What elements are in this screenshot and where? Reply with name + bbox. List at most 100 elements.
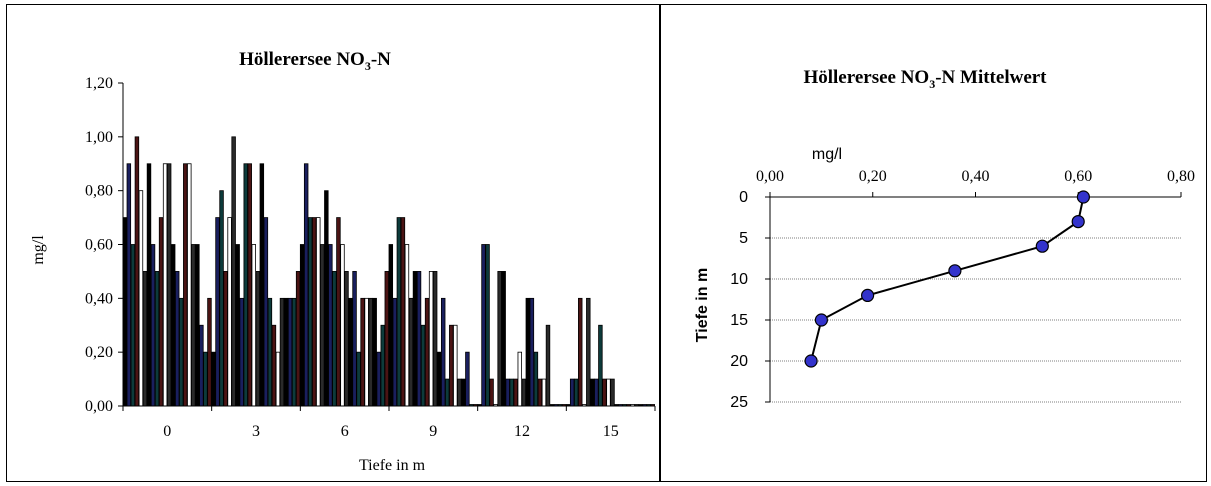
bar: [179, 297, 184, 407]
bar: [267, 297, 273, 407]
left-x-tick-label: 12: [514, 423, 530, 440]
bar: [138, 190, 144, 407]
bar: [219, 190, 224, 407]
bar: [158, 217, 164, 407]
right-y-tick-label: 10: [730, 271, 748, 288]
bar: [569, 378, 575, 407]
bar: [251, 244, 257, 407]
bar: [457, 378, 462, 407]
left-x-axis-label: Tiefe in m: [359, 457, 426, 474]
bar: [420, 324, 426, 407]
bar-chart: Höllerersee NO3-N mg/l Tiefe in m 0,000,…: [30, 49, 656, 474]
bar: [489, 378, 494, 407]
bar: [449, 324, 454, 407]
left-y-tick-label: 0,20: [85, 344, 113, 361]
bar: [203, 351, 208, 407]
bar: [445, 378, 450, 407]
bar: [396, 217, 402, 407]
right-x-tick-label: 0,00: [756, 168, 784, 185]
right-y-tick-label: 20: [730, 353, 748, 370]
bar: [162, 163, 168, 407]
bar: [598, 324, 603, 407]
bar: [578, 297, 583, 407]
bar: [316, 217, 321, 407]
line-plot-area: 0 5 10 15 20 25 0,00 0,20 0,40 0,60 0,80: [730, 168, 1195, 411]
bar: [529, 297, 535, 407]
bar: [195, 244, 200, 407]
data-point: [804, 354, 818, 368]
bar: [191, 244, 196, 407]
bar: [497, 271, 502, 407]
right-x-tick-label: 0,80: [1167, 168, 1195, 185]
bar: [227, 217, 232, 407]
bar: [235, 244, 240, 407]
bar: [602, 378, 607, 407]
left-x-tick-label: 15: [603, 423, 619, 440]
right-chart-panel: Höllerersee NO3-N Mittelwert mg/l Tiefe …: [660, 4, 1207, 482]
bar: [372, 297, 377, 407]
bar: [279, 297, 285, 407]
bar: [440, 297, 446, 407]
bar: [436, 351, 442, 407]
bar: [594, 378, 599, 407]
right-x-tick-label: 0,40: [962, 168, 990, 185]
bar: [174, 271, 180, 407]
bar: [324, 190, 329, 407]
bar: [320, 244, 325, 407]
bar: [610, 378, 615, 407]
bar: [360, 297, 365, 407]
bar: [283, 297, 289, 407]
bar: [521, 378, 527, 407]
bar: [259, 163, 265, 407]
right-chart-title: Höllerersee NO3-N Mittelwert: [803, 67, 1047, 91]
bar: [295, 271, 301, 407]
bar: [505, 378, 510, 407]
bar: [432, 271, 438, 407]
bar: [356, 351, 361, 407]
bar: [461, 378, 466, 407]
right-x-axis-label: mg/l: [812, 146, 842, 163]
bar: [513, 378, 518, 407]
bar: [154, 271, 160, 407]
data-point: [861, 288, 875, 302]
bar: [388, 244, 394, 407]
bar-plot-area: 0,00 0,20 0,40 0,60 0,80 1,00 1,20 0 3 6 9 12 15: [85, 75, 656, 440]
bar: [150, 244, 156, 407]
left-y-axis-label: mg/l: [30, 235, 47, 265]
bar: [263, 217, 269, 407]
bar: [215, 217, 220, 407]
left-chart-panel: Höllerersee NO3-N mg/l Tiefe in m 0,00 0,…: [6, 4, 660, 482]
right-y-tick-label: 0: [739, 189, 748, 206]
bar: [255, 271, 261, 407]
bar: [545, 324, 551, 407]
bar: [412, 271, 418, 407]
bar: [126, 163, 132, 407]
bar: [336, 217, 341, 407]
bar: [380, 324, 385, 407]
bar: [465, 351, 470, 407]
bar: [392, 297, 398, 407]
bar: [352, 271, 357, 407]
bar: [509, 378, 514, 407]
left-chart-title: Höllerersee NO3-N: [239, 49, 391, 73]
bar: [247, 163, 252, 407]
bar: [187, 163, 192, 407]
bar: [384, 271, 390, 407]
bar: [271, 324, 277, 407]
data-point: [1035, 239, 1049, 253]
data-point: [814, 313, 828, 327]
left-x-tick-label: 0: [163, 423, 171, 440]
bar: [287, 297, 293, 407]
bar: [416, 271, 422, 407]
line-chart: Höllerersee NO3-N Mittelwert mg/l Tiefe …: [694, 67, 1195, 411]
bar: [328, 244, 333, 407]
bar: [239, 297, 244, 407]
bar: [307, 217, 313, 407]
bar: [183, 163, 188, 407]
right-y-axis-label: Tiefe in m: [694, 268, 711, 342]
bar: [299, 244, 305, 407]
bar: [134, 136, 140, 407]
right-y-tick-label: 5: [739, 230, 748, 247]
bar: [275, 351, 281, 407]
data-point: [1076, 190, 1090, 204]
